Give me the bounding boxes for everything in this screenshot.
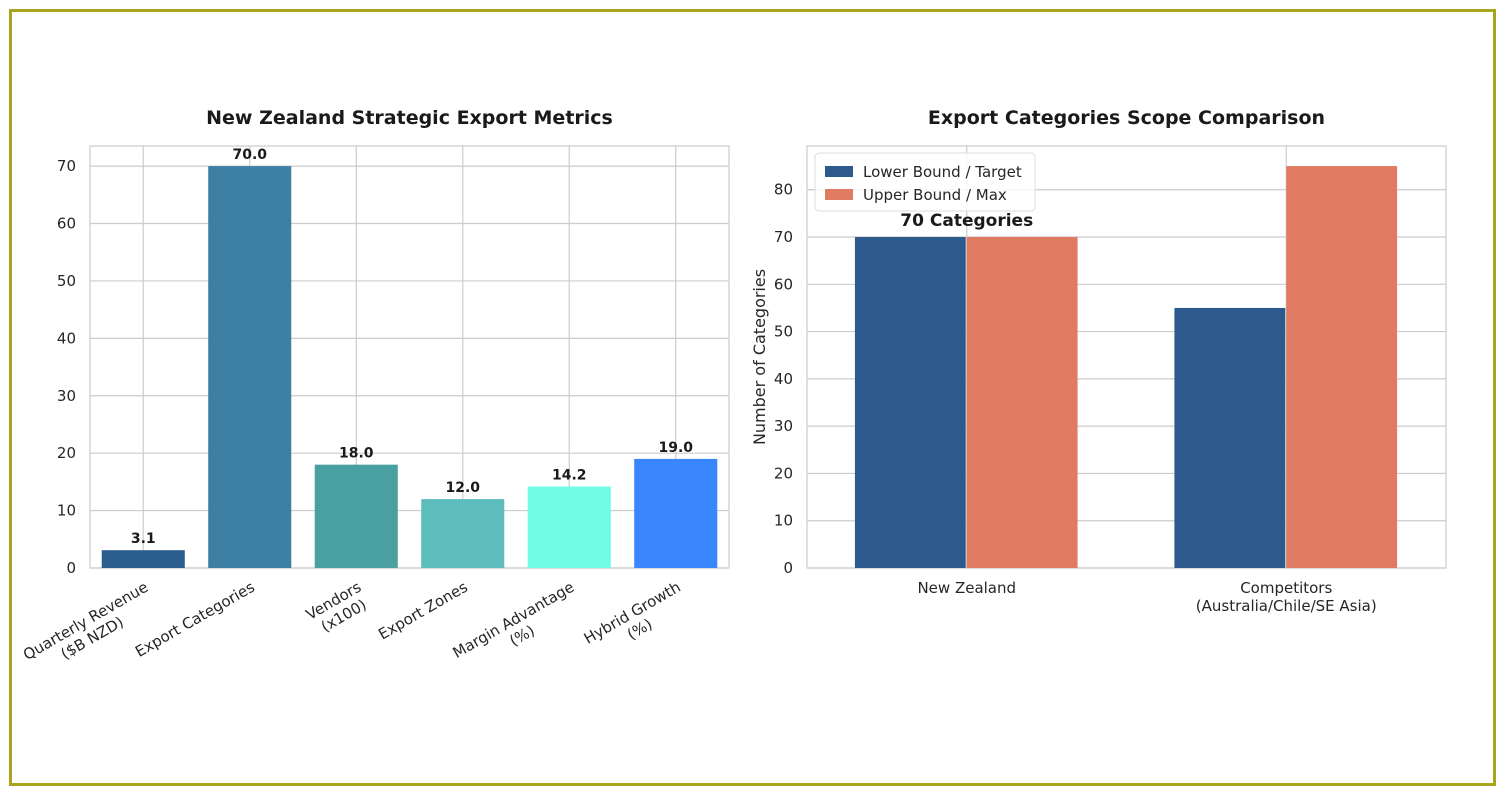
bar xyxy=(1286,166,1398,568)
bar xyxy=(634,458,718,568)
y-tick-label: 60 xyxy=(57,215,76,233)
bars xyxy=(101,166,718,568)
data-label: 14.2 xyxy=(552,467,587,483)
annotations: 70 Categories xyxy=(900,211,1033,231)
plot-area xyxy=(89,145,730,569)
x-tick-label: Competitors (Australia/Chile/SE Asia) xyxy=(1196,579,1377,615)
data-label: 18.0 xyxy=(339,446,374,462)
y-tick-label: 80 xyxy=(774,181,793,199)
x-tick-label: New Zealand xyxy=(917,579,1016,597)
bar xyxy=(527,486,611,568)
bar xyxy=(101,550,185,568)
x-tick-text: Vendors(x100) xyxy=(303,578,374,640)
y-axis-ticks: 0 10 20 30 40 50 60 70 80 xyxy=(774,181,793,577)
legend-swatch xyxy=(825,189,853,200)
x-tick-label: Export Categories xyxy=(132,578,258,661)
x-axis-ticks: New Zealand Competitors (Australia/Chile/S… xyxy=(917,579,1376,615)
chart-title: New Zealand Strategic Export Metrics xyxy=(206,107,613,129)
y-tick-label: 60 xyxy=(774,275,793,293)
data-labels: 3.1 70.0 18.0 12.0 14.2 19.0 xyxy=(131,147,693,547)
legend-swatch xyxy=(825,166,853,177)
x-tick-label: Export Zones xyxy=(375,578,471,644)
x-tick-text: Quarterly Revenue($B NZD) xyxy=(20,578,160,680)
x-tick-line: New Zealand xyxy=(917,579,1016,597)
legend-label: Lower Bound / Target xyxy=(863,163,1022,181)
y-tick-label: 40 xyxy=(57,329,76,347)
y-tick-label: 30 xyxy=(57,387,76,405)
chart-title: Export Categories Scope Comparison xyxy=(928,107,1325,129)
y-tick-label: 50 xyxy=(57,272,76,290)
x-tick-line: (Australia/Chile/SE Asia) xyxy=(1196,597,1377,615)
x-tick-line: Competitors xyxy=(1240,579,1332,597)
y-axis-ticks: 0 10 20 30 40 50 60 70 xyxy=(57,157,76,577)
legend: Lower Bound / Target Upper Bound / Max xyxy=(814,152,1036,212)
bar xyxy=(208,166,292,568)
bars xyxy=(854,166,1398,569)
x-tick-line: Export Categories xyxy=(132,578,258,661)
y-tick-label: 20 xyxy=(774,464,793,482)
chart-scope-comparison: 0 10 20 30 40 50 60 70 80 New Zealand Competitors… xyxy=(750,107,1447,615)
data-label: 70.0 xyxy=(232,147,267,163)
x-tick-label: Vendors(x100) xyxy=(303,578,374,640)
annotation-label: 70 Categories xyxy=(900,211,1033,231)
x-axis-ticks: Quarterly Revenue($B NZD) Export Categori… xyxy=(20,578,693,680)
y-tick-label: 50 xyxy=(774,323,793,341)
bar xyxy=(854,237,966,569)
x-tick-line: Export Zones xyxy=(375,578,471,644)
data-label: 3.1 xyxy=(131,531,156,547)
y-axis-label: Number of Categories xyxy=(750,269,769,445)
bar xyxy=(421,499,505,568)
y-tick-label: 0 xyxy=(66,559,76,577)
y-tick-label: 10 xyxy=(774,512,793,530)
data-label: 19.0 xyxy=(658,440,693,456)
y-tick-label: 20 xyxy=(57,444,76,462)
x-tick-text: Hybrid Growth(%) xyxy=(581,578,693,663)
y-tick-label: 40 xyxy=(774,370,793,388)
y-tick-label: 70 xyxy=(774,228,793,246)
y-tick-label: 10 xyxy=(57,502,76,520)
bar xyxy=(314,464,398,568)
y-tick-label: 30 xyxy=(774,417,793,435)
x-tick-label: Quarterly Revenue($B NZD) xyxy=(20,578,160,680)
chart-export-metrics: 0 10 20 30 40 50 60 70 Quarterly Revenue($B NZD… xyxy=(20,107,730,680)
x-tick-label: Hybrid Growth(%) xyxy=(581,578,693,663)
x-tick-text: Export Categories xyxy=(132,578,258,661)
bar xyxy=(1174,307,1286,568)
y-tick-label: 70 xyxy=(57,157,76,175)
y-tick-label: 0 xyxy=(783,559,793,577)
legend-label: Upper Bound / Max xyxy=(863,186,1007,204)
data-label: 12.0 xyxy=(445,480,480,496)
legend-box xyxy=(814,152,1036,212)
x-tick-text: Export Zones xyxy=(375,578,471,644)
bar xyxy=(966,237,1078,569)
